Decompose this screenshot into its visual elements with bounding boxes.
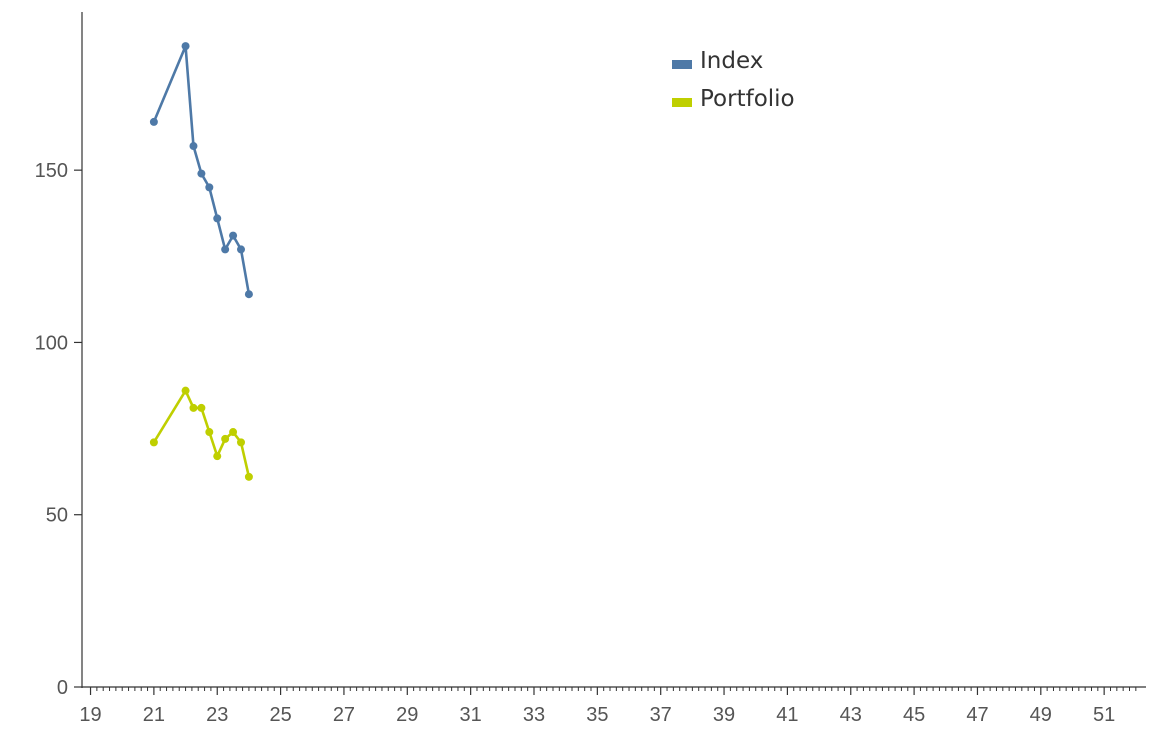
axes: 0 50 100 150 19 21 23 25 27 29 31 33 35 37 39 41 43 45 47 4… [35,12,1146,726]
y-tick-label-150: 150 [35,160,68,182]
legend: Index Portfolio [672,42,795,118]
data-point-portfolio [229,428,238,437]
x-tick-label-29: 29 [396,704,418,726]
x-tick-label-25: 25 [269,704,291,726]
data-point-portfolio [189,403,198,412]
series-line-portfolio [152,389,251,479]
x-tick-label-21: 21 [143,704,165,726]
legend-label-index: Index [700,48,764,74]
data-point-portfolio [236,438,245,447]
data-point-portfolio [244,472,253,481]
x-tick-label-45: 45 [903,704,925,726]
x-tick-label-23: 23 [206,704,228,726]
legend-swatch-index [672,59,692,69]
x-tick-label-27: 27 [333,704,355,726]
legend-swatch-portfolio [672,97,692,107]
legend-item-index[interactable]: Index [672,42,795,80]
x-tick-label-35: 35 [586,704,608,726]
data-point-portfolio [181,386,190,395]
x-tick-label-37: 37 [650,704,672,726]
data-point-index [181,42,190,51]
legend-label-portfolio: Portfolio [700,86,795,112]
data-point-portfolio [213,452,222,461]
series-line-index [152,44,251,296]
x-tick-label-43: 43 [840,704,862,726]
x-tick-label-19: 19 [79,704,101,726]
series-group [149,42,253,481]
x-tick-label-49: 49 [1030,704,1052,726]
data-point-index [236,245,245,254]
data-point-portfolio [197,403,206,412]
y-tick-label-100: 100 [35,332,68,354]
data-point-index [221,245,230,254]
data-point-index [197,169,206,178]
data-point-index [213,214,222,223]
data-point-index [229,231,238,240]
x-tick-label-33: 33 [523,704,545,726]
y-tick-label-0: 0 [57,677,68,699]
y-tick-label-50: 50 [46,505,68,527]
data-point-portfolio [205,428,214,437]
data-point-index [244,290,253,299]
x-tick-label-31: 31 [460,704,482,726]
data-point-index [189,142,198,151]
data-point-index [205,183,214,192]
x-tick-label-47: 47 [966,704,988,726]
data-point-portfolio [149,438,158,447]
data-point-index [149,117,158,126]
legend-item-portfolio[interactable]: Portfolio [672,80,795,118]
x-tick-label-41: 41 [776,704,798,726]
x-tick-label-51: 51 [1093,704,1115,726]
data-point-portfolio [221,434,230,443]
x-tick-label-39: 39 [713,704,735,726]
